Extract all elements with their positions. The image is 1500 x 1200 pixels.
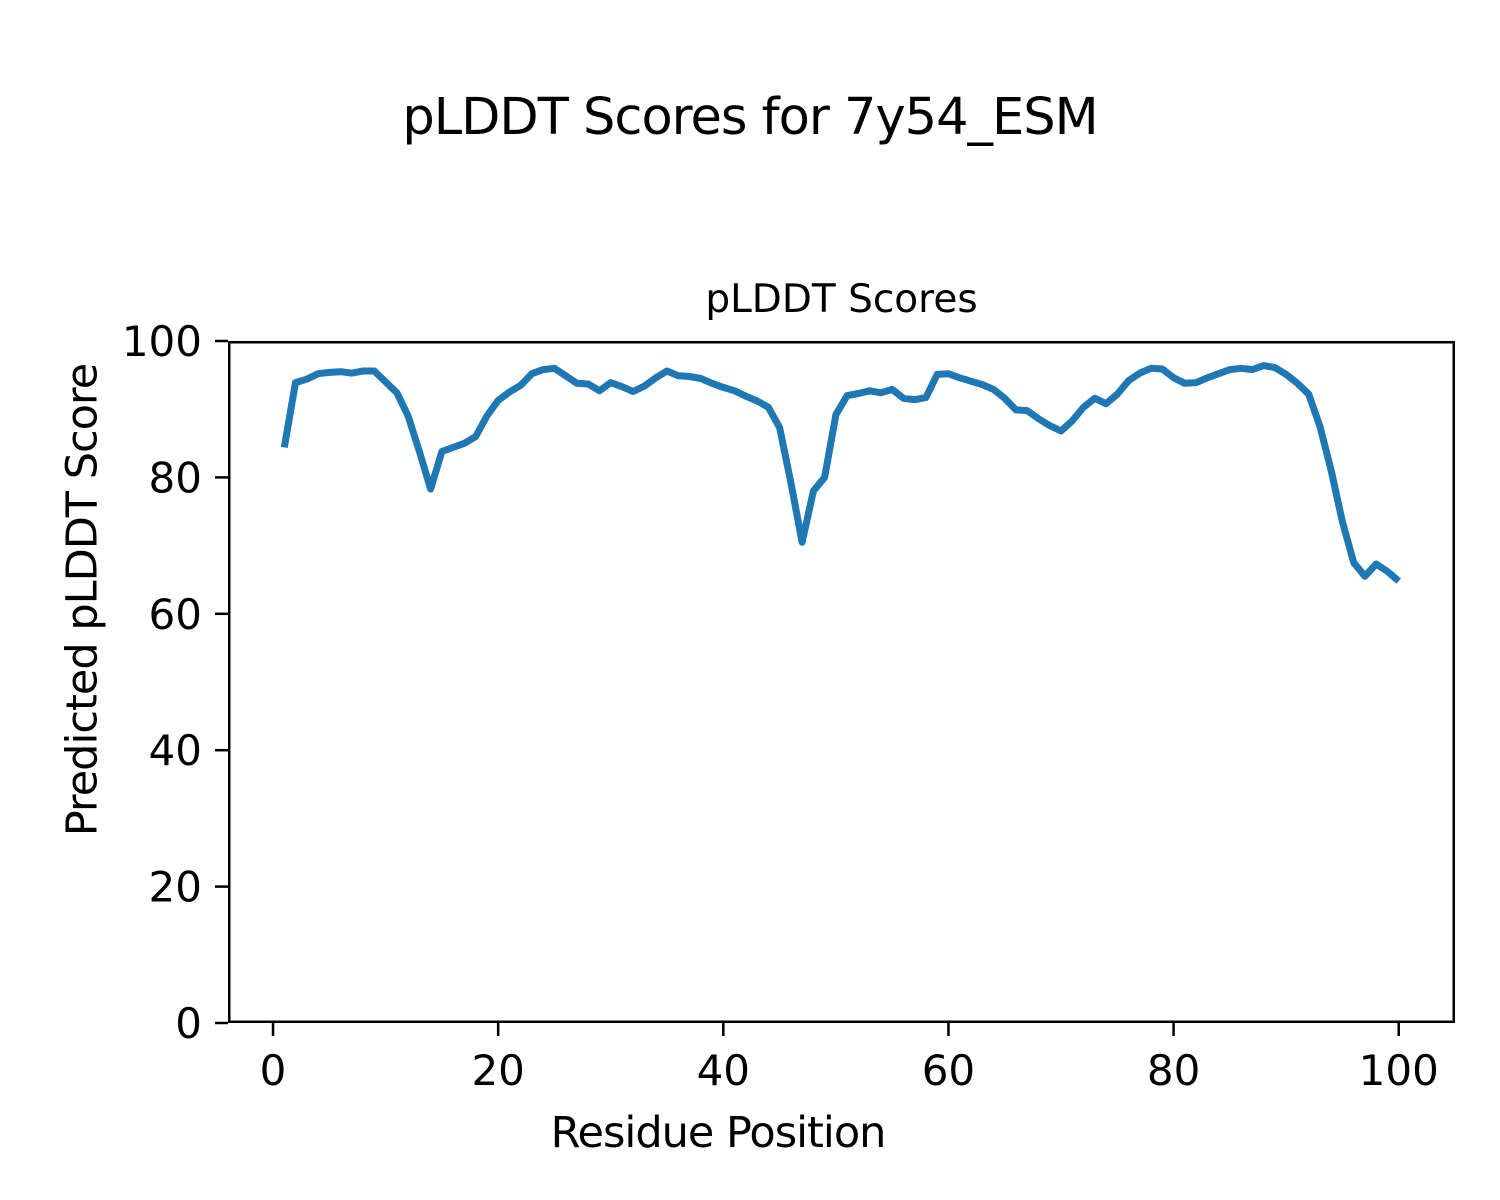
plddt-line xyxy=(280,362,1401,584)
x-axis-label: Residue Position xyxy=(550,1108,887,1158)
y-axis-label: Predicted pLDDT Score xyxy=(57,363,108,837)
plot-svg: 0 20 40 60 80 100 0 20 40 60 80 100 xyxy=(122,317,1455,1095)
x-tick-label: 20 xyxy=(471,1046,524,1095)
y-tick-label: 40 xyxy=(149,726,202,775)
x-tick-label: 100 xyxy=(1359,1046,1439,1095)
y-tick-label: 60 xyxy=(149,590,202,639)
y-tick-label: 80 xyxy=(149,453,202,502)
x-tick-label: 0 xyxy=(260,1046,287,1095)
axes-title: pLDDT Scores xyxy=(705,277,978,322)
x-tick-label: 60 xyxy=(922,1046,975,1095)
y-tick-label: 20 xyxy=(149,863,202,912)
y-tick-label: 100 xyxy=(122,317,202,366)
x-tick-label: 80 xyxy=(1147,1046,1200,1095)
figure-suptitle: pLDDT Scores for 7y54_ESM xyxy=(402,88,1098,147)
x-tick-label: 40 xyxy=(697,1046,750,1095)
plot-frame xyxy=(228,341,1455,1023)
y-tick-label: 0 xyxy=(175,999,202,1048)
